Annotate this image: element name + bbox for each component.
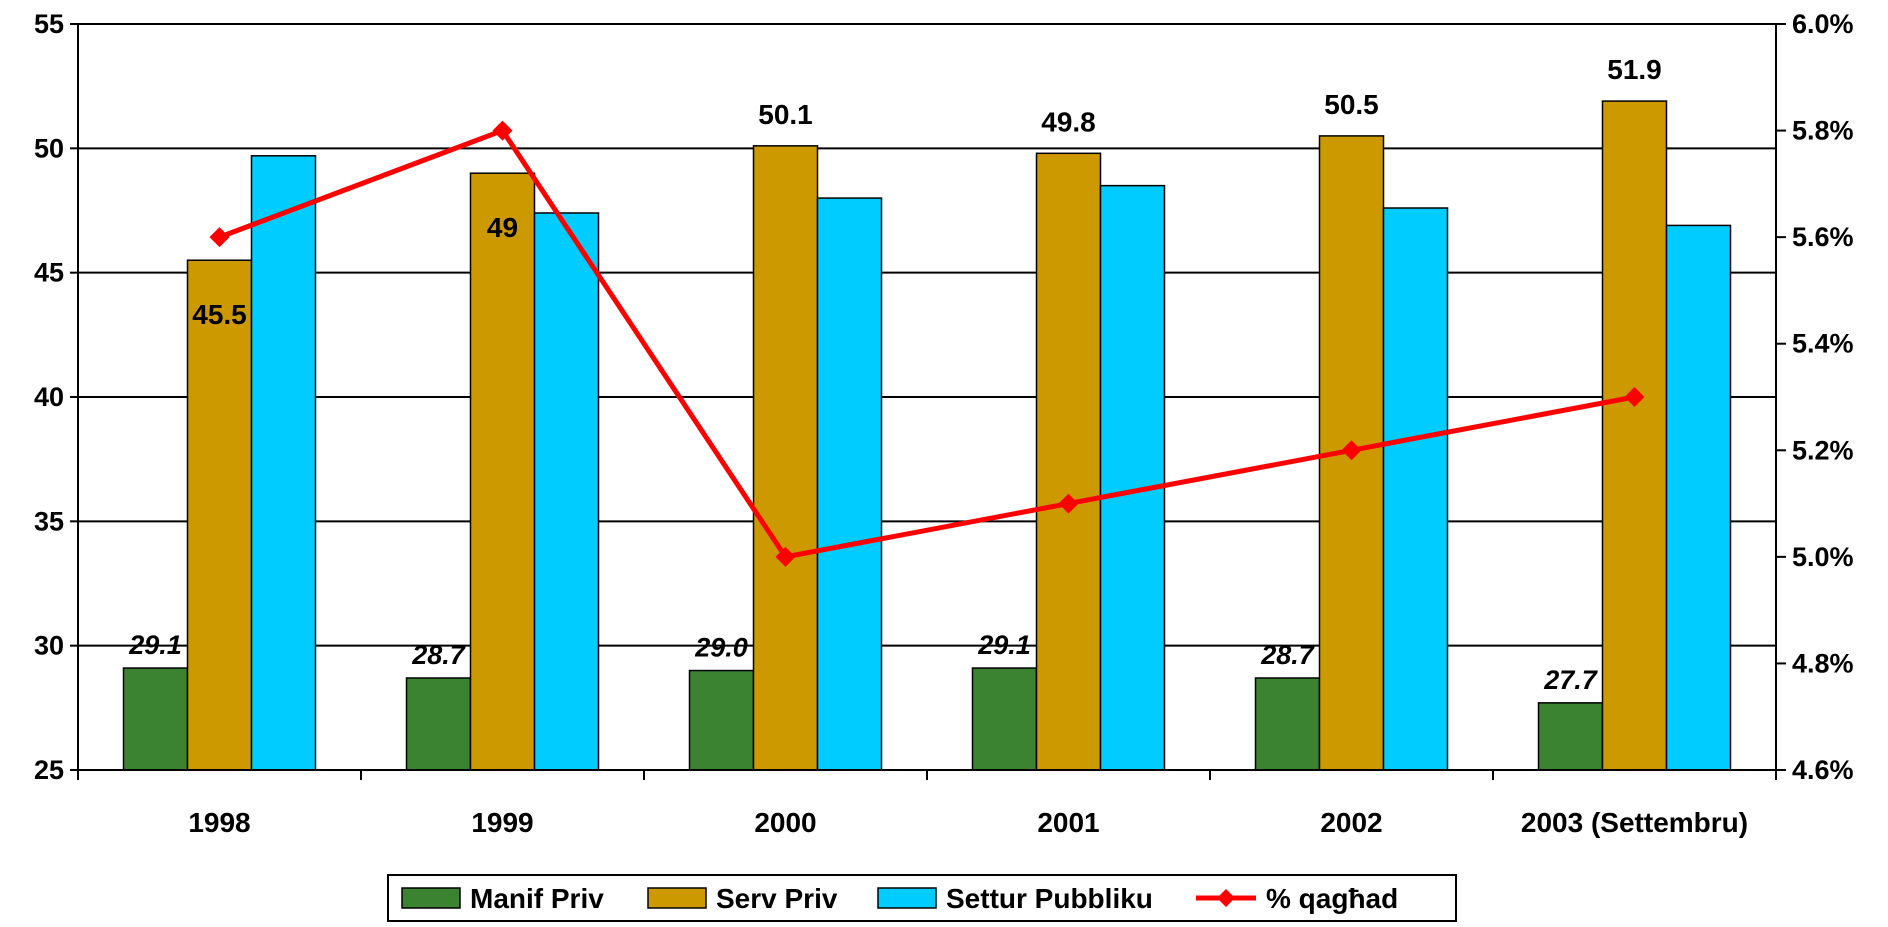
bar-manif-priv	[688, 669, 755, 771]
bar-settur-pubbliku	[1665, 224, 1732, 771]
line-marker	[775, 546, 796, 567]
x-tick-label: 1999	[471, 807, 533, 838]
data-label-serv-priv: 49	[487, 212, 518, 243]
y-right-tick-label: 5.4%	[1792, 329, 1854, 359]
bar-serv-priv	[186, 259, 253, 771]
data-label-manif-priv: 29.1	[128, 630, 182, 660]
legend-label: Settur Pubbliku	[946, 883, 1153, 914]
x-tick-label: 2000	[754, 807, 816, 838]
y-right-tick-label: 5.8%	[1792, 116, 1854, 146]
x-tick-label: 2003 (Settembru)	[1521, 807, 1748, 838]
data-label-manif-priv: 28.7	[1260, 640, 1316, 670]
bar-manif-priv	[405, 677, 472, 771]
data-label-serv-priv: 49.8	[1041, 106, 1096, 137]
bar-settur-pubbliku	[816, 197, 883, 771]
data-label-serv-priv: 50.1	[758, 99, 813, 130]
line-marker	[492, 120, 513, 141]
legend-label: Serv Priv	[716, 883, 838, 914]
legend-label: Manif Priv	[470, 883, 604, 914]
bar-manif-priv	[1254, 677, 1321, 771]
y-left-tick-label: 45	[34, 258, 64, 288]
line-marker	[1058, 493, 1079, 514]
y-right-tick-label: 4.8%	[1792, 648, 1854, 678]
legend-swatch	[877, 887, 937, 909]
y-right-tick-label: 4.6%	[1792, 755, 1854, 785]
data-label-manif-priv: 29.0	[694, 633, 748, 663]
x-tick-label: 2001	[1037, 807, 1099, 838]
bar-settur-pubbliku	[1382, 207, 1449, 771]
data-label-serv-priv: 51.9	[1607, 54, 1662, 85]
y-right-tick-label: 5.2%	[1792, 435, 1854, 465]
legend-swatch	[647, 887, 707, 909]
bar-manif-priv	[1537, 702, 1604, 771]
y-left-tick-label: 30	[34, 631, 64, 661]
x-tick-label: 1998	[188, 807, 250, 838]
y-left-tick-label: 25	[34, 755, 64, 785]
data-label-manif-priv: 28.7	[411, 640, 467, 670]
y-right-tick-label: 5.6%	[1792, 222, 1854, 252]
line-marker	[1624, 387, 1645, 407]
legend-swatch	[401, 887, 461, 909]
bar-manif-priv	[122, 667, 189, 771]
data-label-serv-priv: 45.5	[192, 299, 247, 330]
data-label-serv-priv: 50.5	[1324, 89, 1379, 120]
y-left-tick-label: 40	[34, 382, 64, 412]
x-tick-label: 2002	[1320, 807, 1382, 838]
data-label-manif-priv: 27.7	[1543, 665, 1599, 695]
bar-settur-pubbliku	[533, 212, 600, 771]
bar-manif-priv	[971, 667, 1038, 771]
legend-line-marker	[1217, 889, 1235, 907]
y-right-tick-label: 5.0%	[1792, 542, 1854, 572]
line-marker	[1341, 440, 1362, 461]
legend-label: % qagħad	[1266, 883, 1398, 914]
y-left-tick-label: 50	[34, 133, 64, 163]
bar-settur-pubbliku	[1099, 184, 1166, 771]
line-unemployment	[218, 127, 1635, 560]
line-marker	[209, 227, 230, 248]
bar-serv-priv	[1035, 152, 1102, 771]
y-left-tick-label: 55	[34, 9, 64, 39]
bar-serv-priv	[469, 172, 536, 771]
y-right-tick-label: 6.0%	[1792, 9, 1854, 39]
bar-settur-pubbliku	[250, 155, 317, 771]
bar-serv-priv	[752, 145, 819, 771]
data-label-manif-priv: 29.1	[977, 630, 1031, 660]
bar-serv-priv	[1601, 100, 1668, 771]
y-left-tick-label: 35	[34, 506, 64, 536]
